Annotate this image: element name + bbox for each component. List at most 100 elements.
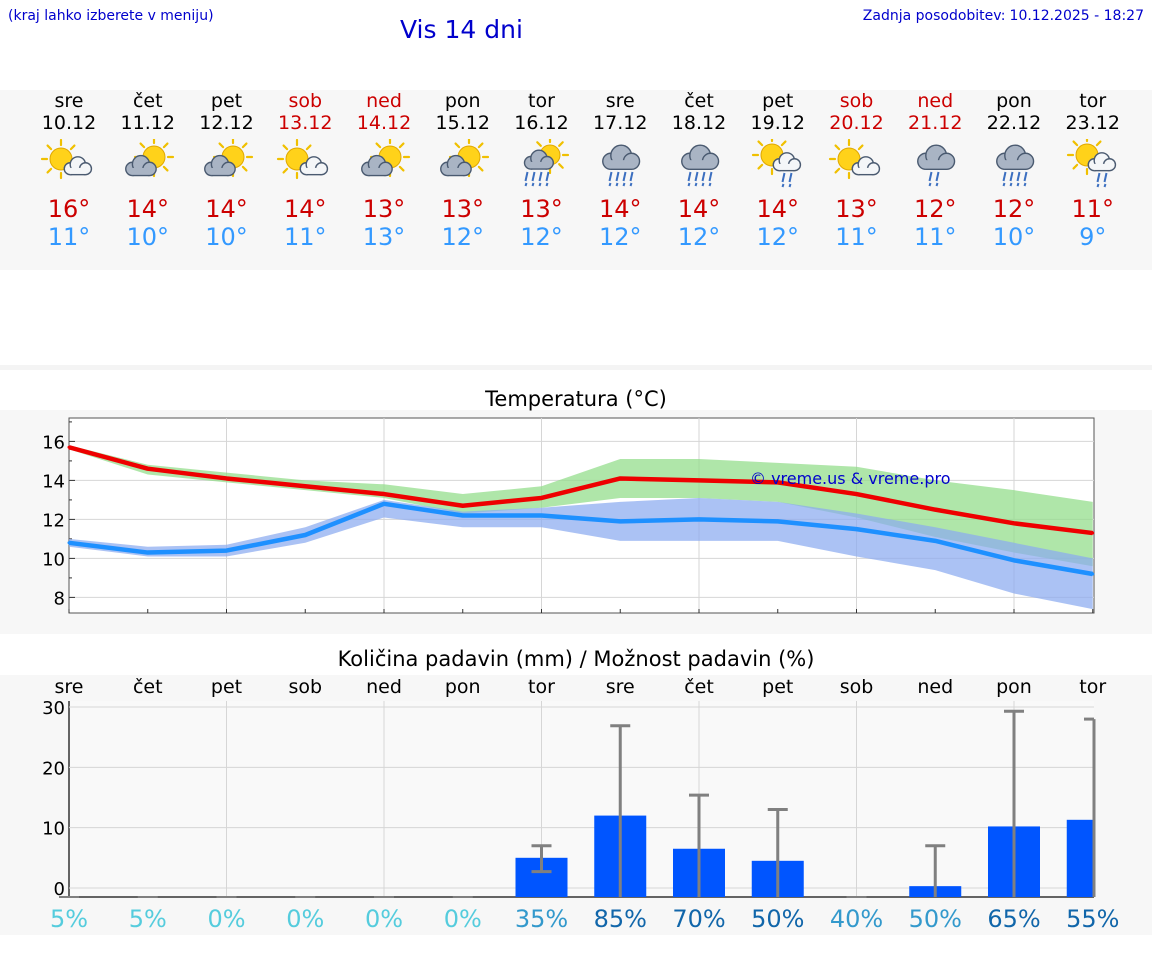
precip-chance-label: 0% [207,905,245,933]
temperature-chart: 8 10 12 14 16 © vreme.us & vreme.pro [42,417,1095,614]
cloud-icon [63,156,93,176]
rain-drop [629,182,633,187]
cloud-icon [203,154,236,177]
rain-drop [545,182,548,187]
precip-bar [1066,819,1094,897]
rain-drop [524,171,528,182]
cloud-body [368,167,386,176]
min-temp: 12° [441,223,485,251]
rain-drop [531,182,534,187]
sun-cloud-icon [277,139,329,180]
sun-ray [1072,163,1078,170]
max-temp-point [697,478,701,482]
max-temp-point [225,476,228,480]
rain-icon [1096,172,1108,188]
rain-drop [1103,172,1108,183]
page-title: Vis 14 dni [400,15,523,44]
rain-drop [608,171,613,182]
cloud-icon [602,144,641,171]
day-date: 13.12 [278,112,333,134]
y-tick-label: 0 [54,879,65,900]
day-date: 16.12 [514,112,569,134]
day-cell: pon 22.12 12° 10° [974,90,1054,251]
min-temp-point [146,551,150,555]
rain-drop [687,171,692,182]
sun-ray [46,144,53,151]
rain-drop [788,183,792,188]
min-temp: 12° [520,223,563,251]
precip-chance-label: 5% [50,905,88,933]
rain-drop [538,171,542,182]
cloud-body [689,160,711,170]
precip-chance-label: 0% [444,905,482,933]
cloud-icon [439,154,472,177]
cloud-light-rain-icon [917,144,956,187]
day-date: 19.12 [750,112,805,134]
day-cell: tor 23.12 11° 9° [1053,90,1133,251]
sun-ray [557,163,564,169]
cloud-icon [299,156,329,176]
rain-drop [622,171,627,182]
rain-drop [1016,171,1021,182]
cloud-body [611,160,632,170]
y-tick-label: 30 [42,698,65,719]
sun-ray [282,167,289,174]
sun-ray [282,144,289,151]
cloud-rain-icon [602,144,641,187]
y-tick-label: 20 [42,758,65,779]
max-temp: 12° [992,195,1036,223]
rain-drop [1023,182,1027,187]
cloud-icon [681,144,720,171]
last-updated: Zadnja posodobitev: 10.12.2025 - 18:27 [859,8,1144,24]
sun-ray [139,142,145,149]
day-cell: tor 16.12 13° 12° [502,90,582,251]
min-temp-point [382,502,386,506]
max-temp: 14° [126,195,170,223]
precip-chance-label: 50% [751,905,804,933]
min-temp: 11° [47,223,91,251]
max-temp-point [1091,531,1095,535]
precip-chance-label: 55% [1066,905,1119,933]
cloud-sun-icon [361,139,411,178]
min-temp: 11° [283,223,327,251]
cloud-body [306,167,322,175]
max-temp-point [855,492,858,496]
day-name: sob [288,90,323,112]
min-temp: 10° [992,223,1036,251]
max-temp-point [303,484,307,488]
min-temp-point [618,519,622,523]
plot-area [69,701,1094,897]
y-tick-label: 8 [54,588,65,609]
sun-ray [757,163,763,170]
cloud-body [926,160,947,170]
day-date: 12.12 [199,112,254,134]
day-date: 15.12 [435,112,490,134]
location-hint: (kraj lahko izberete v meniju) [8,8,214,24]
precip-chance-label: 0% [365,905,403,933]
cloud-body [1004,160,1026,170]
max-temp-point [933,508,937,512]
day-cell: sre 17.12 14° 12° [580,90,660,251]
day-name: sob [839,90,874,112]
sun-ray [557,141,564,147]
sun-ray [477,142,484,149]
min-temp-point [1091,572,1095,576]
watermark: © vreme.us & vreme.pro [750,469,951,488]
rain-drop [538,182,541,187]
day-label: sre [55,676,84,698]
rain-drop [701,171,706,182]
min-temp-point [855,527,858,531]
rain-drop [524,182,527,187]
day-name: pet [762,90,794,112]
day-label: pon [996,676,1032,698]
sun-ray [398,165,405,172]
sun-ray [454,142,460,149]
day-label: sre [606,676,635,698]
rain-icon [687,171,713,187]
max-temp: 14° [283,195,327,223]
rain-drop [694,182,698,187]
max-temp: 11° [1071,195,1115,223]
day-name: ned [366,90,402,112]
last-updated-value: 10.12.2025 - 18:27 [1009,8,1144,24]
